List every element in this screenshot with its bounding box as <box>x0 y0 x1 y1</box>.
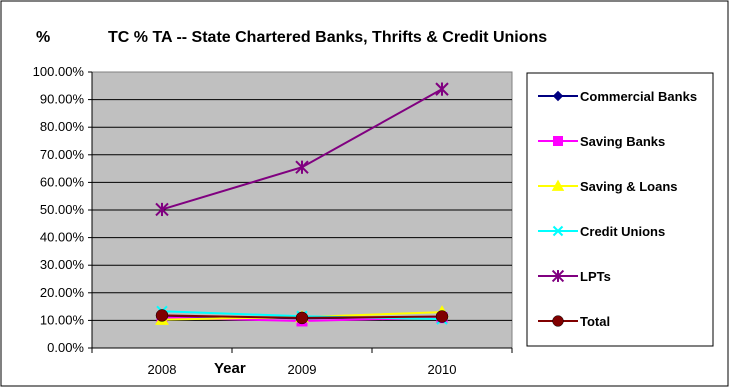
series-4 <box>155 82 449 217</box>
data-point <box>155 309 169 322</box>
legend-label: Commercial Banks <box>580 89 697 104</box>
chart-title: TC % TA -- State Chartered Banks, Thrift… <box>108 29 547 46</box>
y-tick-label: 90.00% <box>40 92 85 107</box>
y-tick-label: 50.00% <box>40 202 85 217</box>
legend-label: Total <box>580 314 610 329</box>
data-point <box>155 202 169 217</box>
data-point <box>295 160 309 174</box>
y-tick-label: 70.00% <box>40 147 85 162</box>
y-tick-label: 30.00% <box>40 257 85 272</box>
legend-marker <box>552 315 564 327</box>
legend-marker <box>552 90 564 102</box>
data-point <box>435 310 449 323</box>
data-point <box>435 82 449 96</box>
legend-item: Commercial Banks <box>538 89 697 104</box>
y-tick-label: 60.00% <box>40 174 85 189</box>
legend-label: Credit Unions <box>580 224 665 239</box>
y-tick-label: 10.00% <box>40 312 85 327</box>
legend-marker <box>551 179 565 191</box>
y-tick-label: 20.00% <box>40 285 85 300</box>
legend-label: Saving Banks <box>580 134 665 149</box>
y-tick-label: 40.00% <box>40 230 85 245</box>
x-tick-labels: 2008 2009 2010 <box>148 362 457 377</box>
data-point <box>295 311 309 325</box>
legend-marker <box>553 136 563 146</box>
legend-marker <box>552 225 564 237</box>
x-tick-label: 2009 <box>288 362 317 377</box>
legend-item: LPTs <box>538 269 611 284</box>
x-tick-label: 2010 <box>428 362 457 377</box>
legend-box <box>526 72 714 347</box>
legend-item: Credit Unions <box>538 224 665 239</box>
legend-item: Saving & Loans <box>538 179 678 194</box>
series-layer <box>155 82 449 327</box>
legend-label: Saving & Loans <box>580 179 678 194</box>
legend-item: Total <box>538 314 610 329</box>
y-tick-label: 100.00% <box>33 64 85 79</box>
marker-stroke <box>552 225 564 237</box>
legend-label: LPTs <box>580 269 611 284</box>
y-tick-label: 0.00% <box>47 340 84 355</box>
legend-marker <box>551 269 565 283</box>
legend-item: Saving Banks <box>538 134 665 149</box>
legend: Commercial Banks Saving Banks Saving & Loa… <box>538 89 697 329</box>
x-axis-label: Year <box>214 360 246 377</box>
y-tick-labels: 0.00% 10.00% 20.00% 30.00% 40.00% 50.00% 60.00… <box>33 64 85 355</box>
series-5 <box>155 309 449 325</box>
axes-layer <box>88 71 513 353</box>
x-tick-label: 2008 <box>148 362 177 377</box>
y-tick-label: 80.00% <box>40 119 85 134</box>
y-axis-label: % <box>36 29 50 46</box>
